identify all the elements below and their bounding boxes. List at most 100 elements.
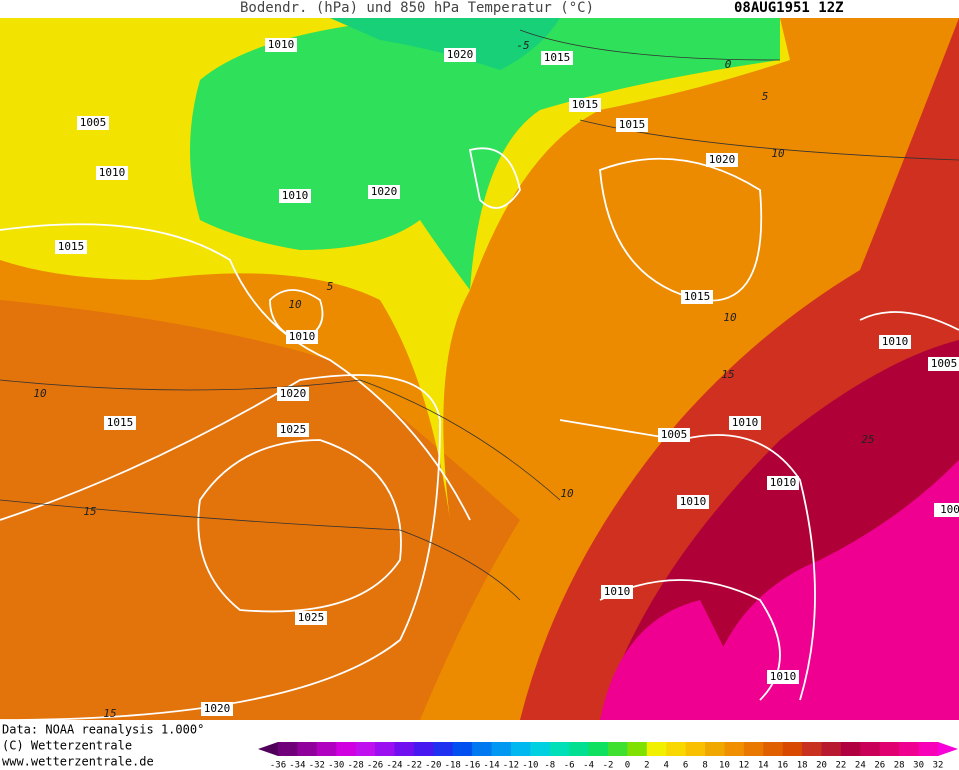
colorbar-swatch <box>918 742 939 756</box>
colorbar-swatch <box>297 742 318 756</box>
colorbar-swatch <box>375 742 395 756</box>
isobar-label: 1020 <box>280 387 307 400</box>
map-date: 08AUG1951 12Z <box>734 0 844 16</box>
colorbar-label: 6 <box>683 761 688 770</box>
colorbar-label: -26 <box>367 761 383 770</box>
isobar-label: 1010 <box>604 585 631 598</box>
isobar-label-box <box>77 116 109 130</box>
colorbar-label: 20 <box>816 761 827 770</box>
colorbar-swatch <box>510 742 531 756</box>
colorbar-end <box>938 742 958 756</box>
colorbar-label: 22 <box>836 761 847 770</box>
colorbar-label: 4 <box>664 761 669 770</box>
colorbar-label: 24 <box>855 761 866 770</box>
colorbar-label: -16 <box>464 761 480 770</box>
colorbar: -36 -34 -32 -30 -28 -26 -24 -22 -20 -18 -16 -14 -12-… <box>258 742 958 770</box>
isobar-label-box <box>265 38 297 52</box>
colorbar-swatch <box>336 742 357 756</box>
colorbar-label: 12 <box>738 761 749 770</box>
colorbar-swatch <box>879 742 900 756</box>
isobar-label: 1020 <box>371 185 398 198</box>
colorbar-label: -34 <box>289 761 305 770</box>
isobar-label-box <box>104 416 136 430</box>
colorbar-swatch <box>491 742 512 756</box>
isobar-label: 1010 <box>268 38 295 51</box>
colorbar-label: -4 <box>583 761 594 770</box>
footer-line: (C) Wetterzentrale <box>2 739 132 753</box>
colorbar-swatch <box>646 742 667 756</box>
isobar-label: 1020 <box>709 153 736 166</box>
isobar-label: 1015 <box>684 290 711 303</box>
isotherm-label: 15 <box>103 707 116 720</box>
isotherm-label: 10 <box>771 147 785 160</box>
isobars <box>0 147 959 721</box>
isobar-label: 1015 <box>544 51 571 64</box>
isobar-label-box <box>277 423 309 437</box>
colorbar-end <box>258 742 278 756</box>
colorbar-swatch <box>316 742 337 756</box>
colorbar-label: -10 <box>522 761 538 770</box>
colorbar-label: -28 <box>348 761 364 770</box>
isobar-label: 1020 <box>204 702 231 715</box>
isobar-label-box <box>616 118 648 132</box>
colorbar-swatch <box>588 742 609 756</box>
colorbar-swatch <box>743 742 764 756</box>
isobar-label: 1010 <box>770 670 797 683</box>
isotherm-label: 15 <box>721 368 734 381</box>
colorbar-label: 30 <box>913 761 924 770</box>
isobar-label-box <box>681 290 713 304</box>
isotherm-label: 0 <box>725 58 732 71</box>
isobar-label: 1010 <box>99 166 126 179</box>
isotherm-label: 10 <box>288 298 302 311</box>
isobar-label: 1025 <box>280 423 307 436</box>
isotherm-label: 25 <box>861 433 874 446</box>
colorbar-swatch <box>569 742 590 756</box>
colorbar-label: 0 <box>625 761 630 770</box>
isotherms <box>0 29 959 601</box>
map-title: Bodendr. (hPa) und 850 hPa Temperatur (°… <box>240 0 594 16</box>
isobar-label-box <box>55 240 87 254</box>
isobar-label-box <box>444 48 476 62</box>
isobar-label: 1010 <box>882 335 909 348</box>
isobar-label-box <box>767 670 799 684</box>
colorbar-swatch <box>627 742 648 756</box>
colorbar-label: 2 <box>644 761 649 770</box>
isobar-label-box <box>295 611 327 625</box>
colorbar-label: 28 <box>894 761 905 770</box>
isobar-label: 1020 <box>447 48 474 61</box>
colorbar-label: 18 <box>797 761 808 770</box>
isobar-label: 1015 <box>572 98 599 111</box>
isobar-label: 1010 <box>732 416 759 429</box>
colorbar-swatch <box>472 742 493 756</box>
colorbar-label: 32 <box>933 761 944 770</box>
isobar-label: 1010 <box>680 495 707 508</box>
colorbar-swatch <box>452 742 473 756</box>
footer-line: www.wetterzentrale.de <box>2 755 154 769</box>
colorbar-label: 14 <box>758 761 769 770</box>
isobar-label-box <box>879 335 911 349</box>
isobar-label-box <box>201 702 233 716</box>
colorbar-label: 10 <box>719 761 730 770</box>
isobar-label-box <box>277 387 309 401</box>
colorbar-swatch <box>666 742 687 756</box>
isobar-label: 1015 <box>58 240 85 253</box>
isobar-label: 1010 <box>282 189 309 202</box>
isobar-label-box <box>279 189 311 203</box>
colorbar-swatch <box>685 742 706 756</box>
isotherm-label: 5 <box>762 90 769 103</box>
isobar-label-box <box>729 416 761 430</box>
isobar-label: 1005 <box>931 357 958 370</box>
colorbar-swatch <box>782 742 803 756</box>
colorbar-swatch <box>705 742 725 756</box>
isobar-label-box <box>368 185 400 199</box>
isobar-label-box <box>934 503 959 517</box>
isobar-label-box <box>569 98 601 112</box>
colorbar-label: -22 <box>406 761 422 770</box>
colorbar-swatch <box>433 742 454 756</box>
colorbar-label: -12 <box>503 761 519 770</box>
colorbar-label: -6 <box>564 761 575 770</box>
footer-line: Data: NOAA reanalysis 1.000° <box>2 723 204 737</box>
colorbar-swatch <box>608 742 628 756</box>
isotherm-label: 10 <box>723 311 737 324</box>
